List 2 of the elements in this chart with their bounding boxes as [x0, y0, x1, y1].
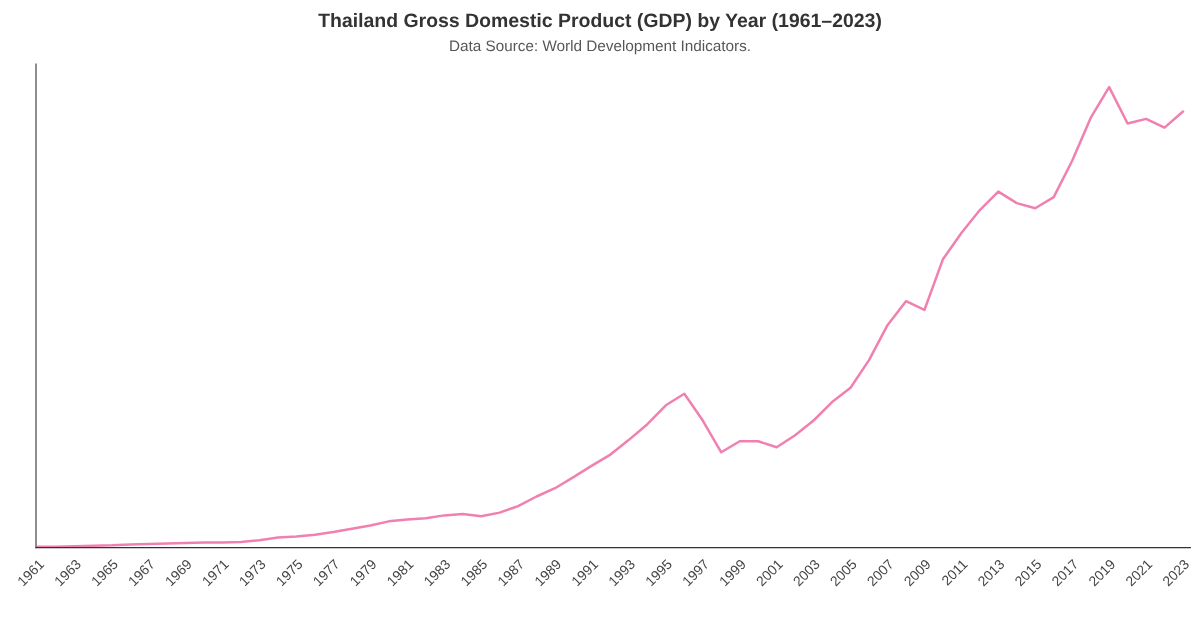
chart-subtitle: Data Source: World Development Indicators.	[450, 39, 750, 55]
chart-title: Thailand Gross Domestic Product (GDP) by Year (1961–2023)	[318, 12, 881, 32]
